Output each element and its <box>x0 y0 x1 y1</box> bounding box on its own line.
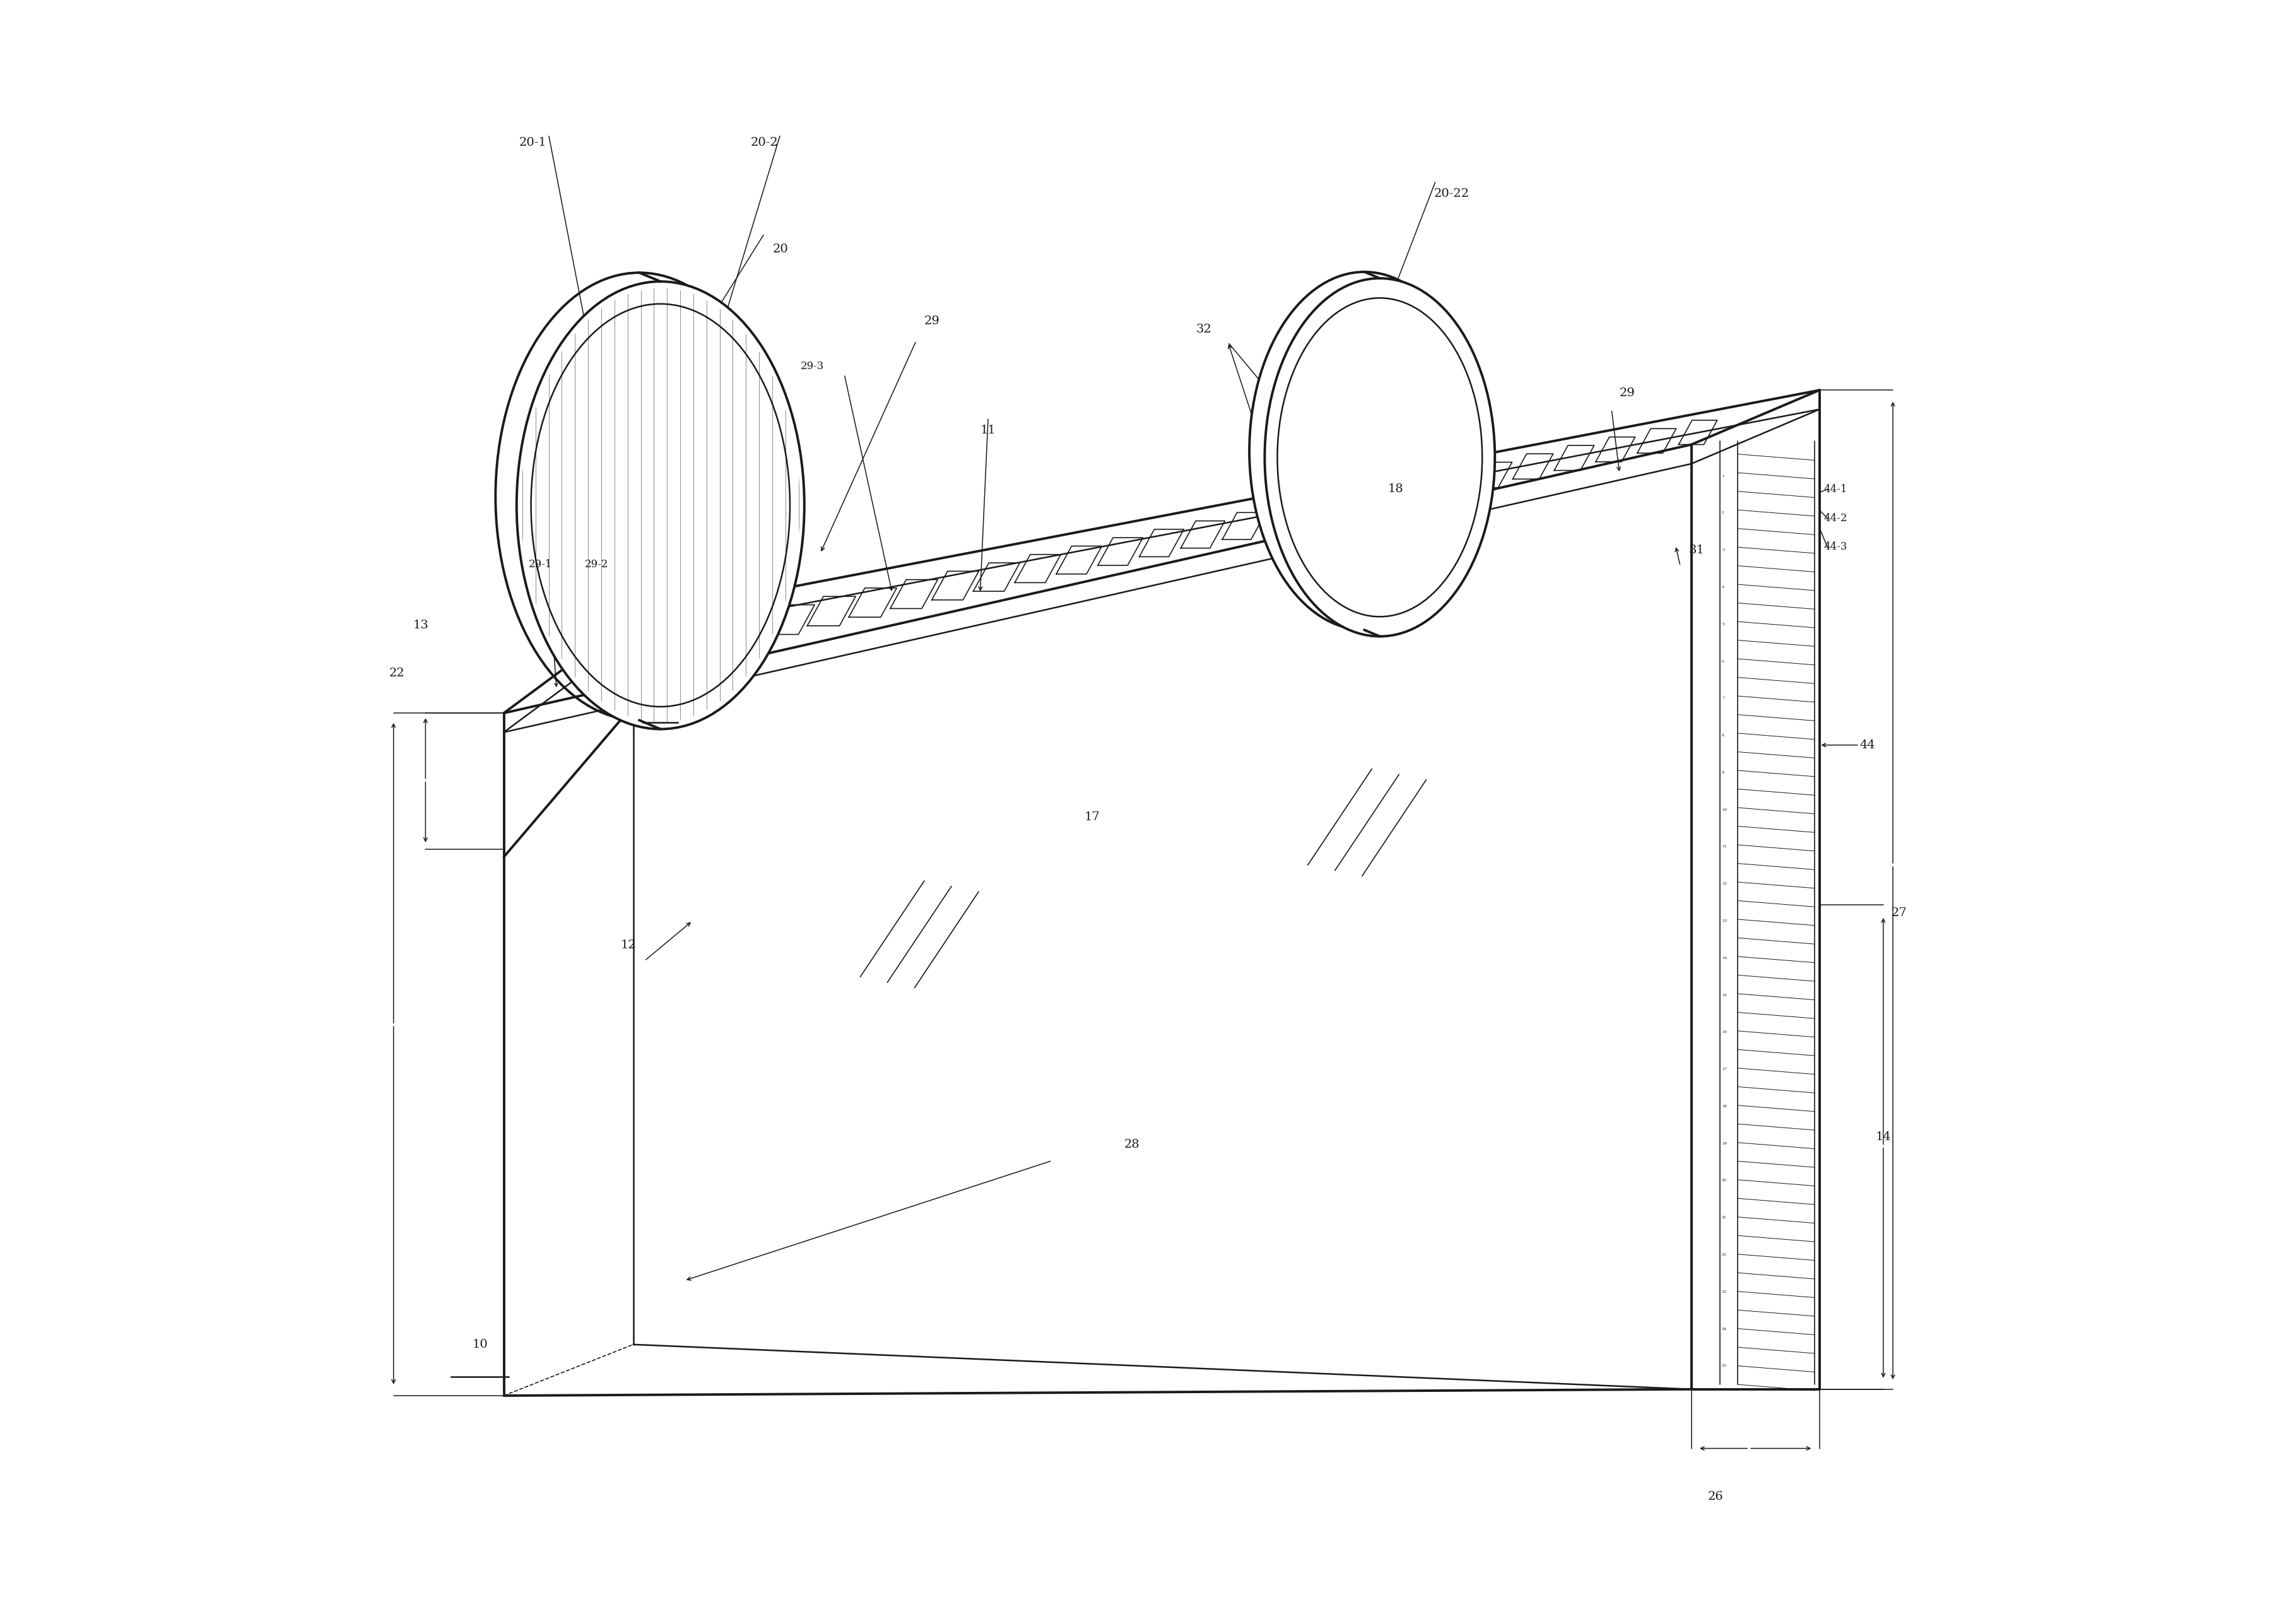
Text: 12: 12 <box>1722 883 1727 886</box>
Text: 25: 25 <box>1722 1365 1727 1368</box>
Text: 4: 4 <box>1722 586 1724 588</box>
Text: 13: 13 <box>1722 920 1727 923</box>
Text: 27: 27 <box>1892 907 1908 918</box>
Text: 44-2: 44-2 <box>1823 513 1848 524</box>
Text: 9: 9 <box>1722 771 1724 774</box>
Text: 14: 14 <box>1722 956 1727 960</box>
Text: 20-2: 20-2 <box>751 136 778 147</box>
Text: 29-3: 29-3 <box>801 360 824 372</box>
Text: 17: 17 <box>1722 1067 1727 1070</box>
Text: 19: 19 <box>1722 1142 1727 1145</box>
Text: 18: 18 <box>1389 484 1403 495</box>
Ellipse shape <box>1249 272 1479 630</box>
Text: 8: 8 <box>1722 734 1724 737</box>
Text: 1: 1 <box>1722 474 1724 477</box>
Text: 11: 11 <box>1722 846 1727 849</box>
Text: 20-22: 20-22 <box>1435 187 1469 199</box>
Text: 20: 20 <box>1722 1179 1727 1182</box>
Text: 44-1: 44-1 <box>1823 484 1848 495</box>
Text: 21: 21 <box>1722 1216 1727 1219</box>
Text: 20: 20 <box>771 244 788 255</box>
Text: 6: 6 <box>1722 660 1724 663</box>
Text: 18: 18 <box>1722 1105 1727 1109</box>
Text: 15: 15 <box>1722 993 1727 996</box>
Text: 7: 7 <box>1722 697 1724 700</box>
Ellipse shape <box>517 282 804 729</box>
Text: 10: 10 <box>1722 807 1727 811</box>
Ellipse shape <box>1265 279 1495 636</box>
Text: 44-3: 44-3 <box>1823 541 1848 553</box>
Text: 11: 11 <box>980 425 996 436</box>
Text: 29-1: 29-1 <box>528 559 553 570</box>
Text: 14: 14 <box>1876 1131 1892 1142</box>
Text: 5: 5 <box>1722 623 1724 626</box>
Text: 22: 22 <box>1722 1253 1727 1256</box>
Text: 3: 3 <box>1722 548 1724 551</box>
Text: 23: 23 <box>1722 1290 1727 1293</box>
Text: 44: 44 <box>1860 740 1876 751</box>
Text: 29-2: 29-2 <box>585 559 608 570</box>
Text: 29: 29 <box>1619 388 1635 399</box>
Text: 10: 10 <box>473 1339 487 1350</box>
Text: 17: 17 <box>1084 811 1100 823</box>
Text: 13: 13 <box>413 620 429 631</box>
Text: 20-1: 20-1 <box>519 136 546 147</box>
Text: 22: 22 <box>388 668 404 679</box>
Text: 28: 28 <box>1125 1139 1139 1150</box>
Text: 31: 31 <box>1688 545 1704 556</box>
Text: 29: 29 <box>925 316 939 327</box>
Text: 32: 32 <box>1196 324 1212 335</box>
Text: 12: 12 <box>620 939 636 950</box>
Text: 2: 2 <box>1722 511 1724 514</box>
Text: 26: 26 <box>1708 1491 1724 1503</box>
Text: 24: 24 <box>1722 1326 1727 1330</box>
Text: 16: 16 <box>1722 1030 1727 1033</box>
